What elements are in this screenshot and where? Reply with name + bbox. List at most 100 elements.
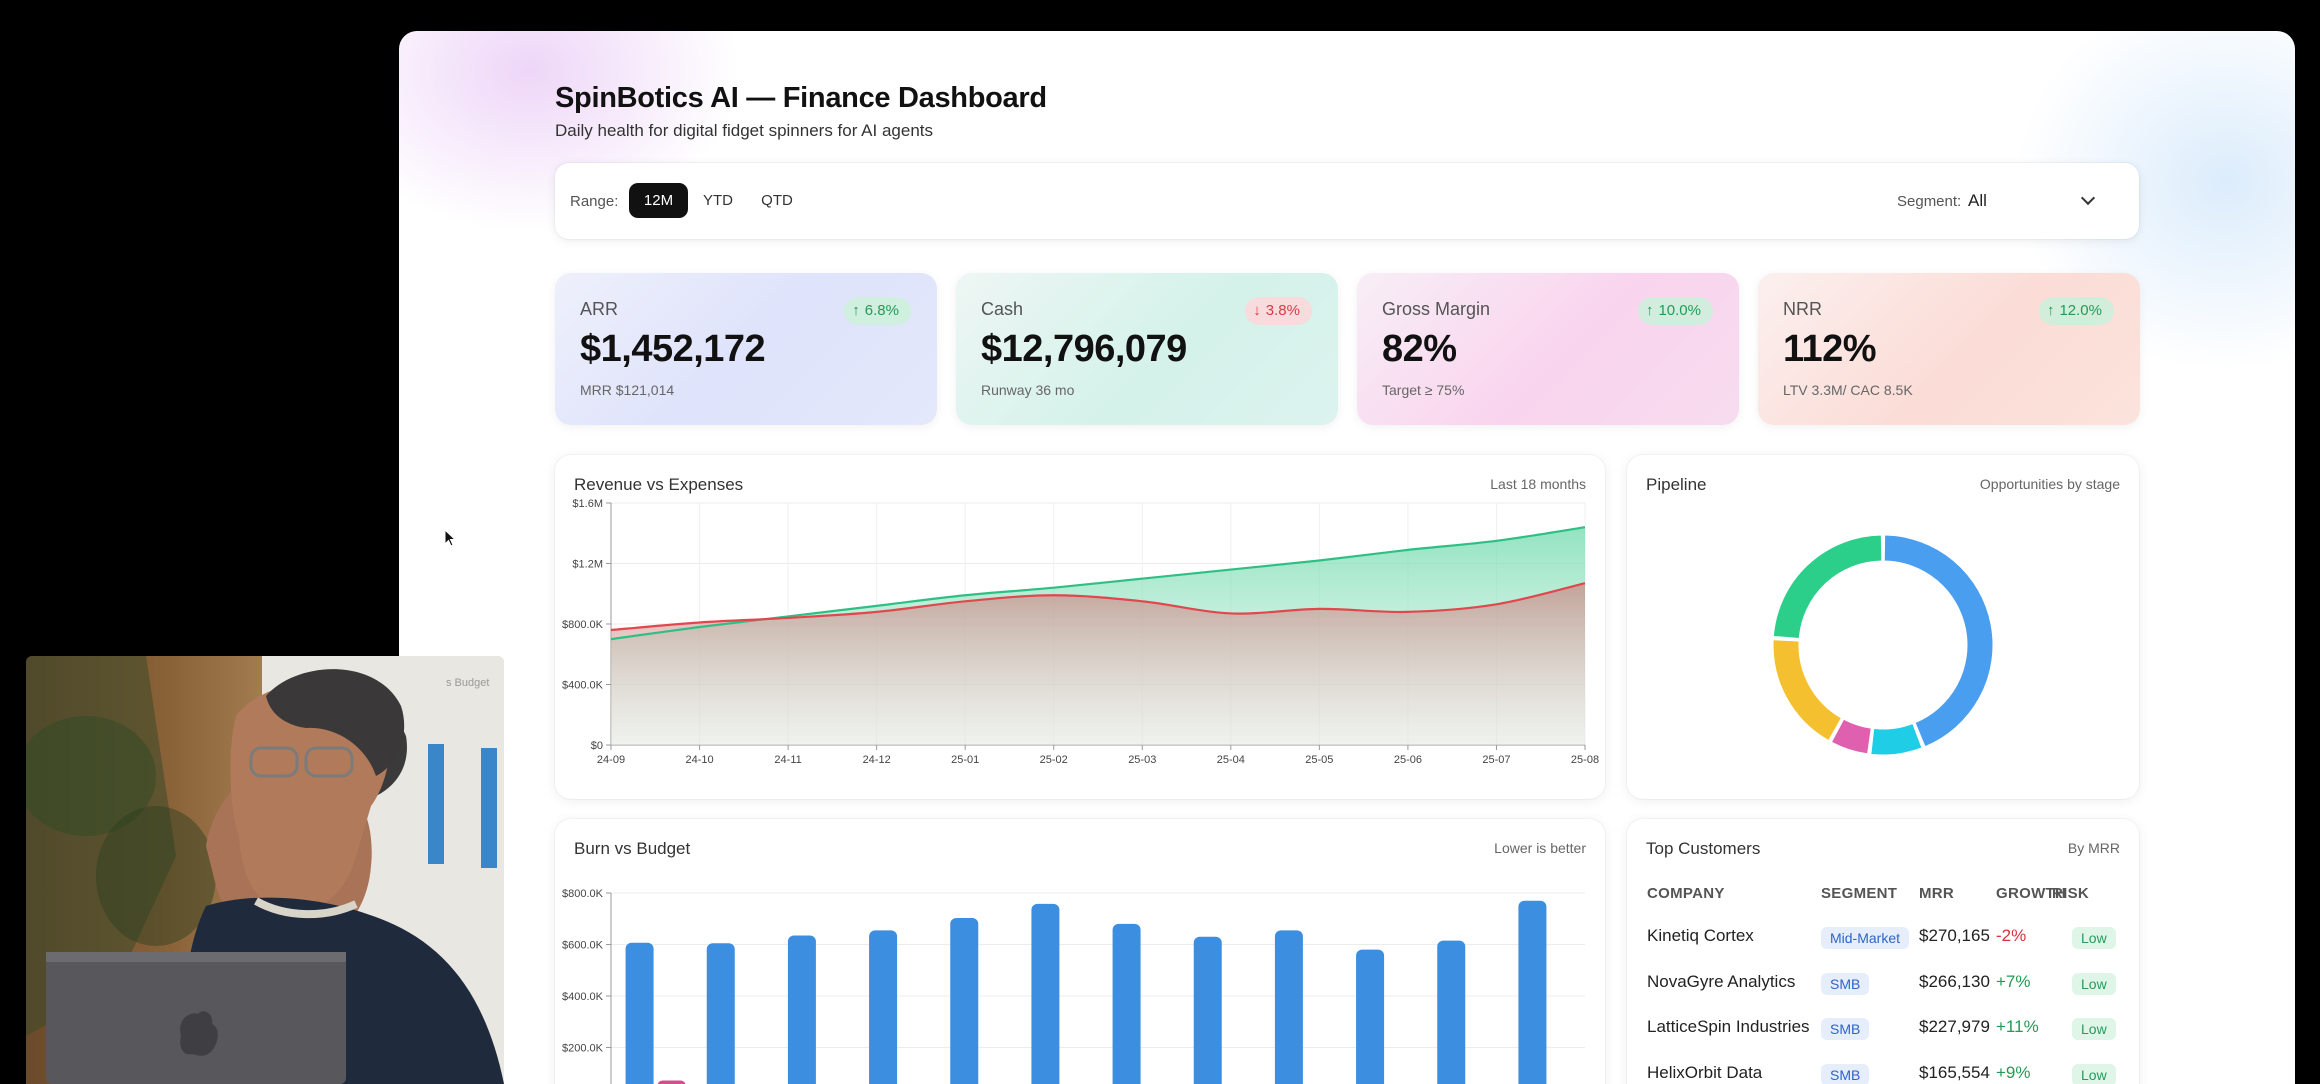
page-title: SpinBotics AI — Finance Dashboard [555, 82, 1047, 114]
kpi-subtext: Runway 36 mo [981, 382, 1075, 398]
burn-bar [1274, 930, 1303, 1084]
svg-text:s Budget: s Budget [446, 677, 489, 689]
burn-bar [625, 942, 654, 1084]
y-tick-label: $1.2M [572, 559, 603, 571]
risk-badge: Low [2072, 973, 2116, 995]
segment-select[interactable]: All [1955, 181, 2115, 221]
chevron-down-icon [2080, 190, 2096, 206]
kpi-change-badge: ↑ 10.0% [1637, 297, 1713, 325]
kpi-card-arr: ARR ↑ 6.8% $1,452,172 MRR $121,014 [555, 273, 937, 425]
arrow-down-icon: ↓ [1253, 302, 1261, 319]
y-tick-label: $800.0K [562, 888, 604, 900]
kpi-value: $12,796,079 [981, 328, 1187, 370]
column-header-company: COMPANY [1647, 885, 1725, 902]
x-tick-label: 24-12 [863, 754, 891, 766]
table-row[interactable]: NovaGyre Analytics SMB $266,130 +7% Low [1647, 967, 2116, 997]
range-12m-button[interactable]: 12M [629, 183, 688, 218]
y-tick-label: $400.0K [562, 991, 604, 1003]
column-header-segment: SEGMENT [1821, 885, 1898, 902]
burn-bar [1112, 923, 1141, 1084]
burn-bar [787, 935, 816, 1084]
kpi-value: 112% [1783, 328, 1877, 370]
company-name: LatticeSpin Industries [1647, 1017, 1810, 1036]
segment-badge: SMB [1821, 973, 1870, 995]
column-header-mrr: MRR [1919, 885, 1955, 902]
y-tick-label: $1.6M [572, 498, 603, 510]
x-tick-label: 25-06 [1394, 754, 1422, 766]
table-row[interactable]: LatticeSpin Industries SMB $227,979 +11%… [1647, 1012, 2116, 1042]
expenses-line [610, 582, 1586, 632]
column-header-risk: RISK [2052, 885, 2090, 902]
revenue-expenses-chart: $0 $400.0K $800.0K $1.2M $1.6M 24-09 24-10 24-1… [562, 498, 1599, 766]
kpi-card-cash: Cash ↓ 3.8% $12,796,079 Runway 36 mo [956, 273, 1338, 425]
range-qtd-button[interactable]: QTD [761, 192, 793, 209]
burn-bar [1437, 940, 1466, 1084]
column-header-growth: GROWTH [1996, 885, 2067, 902]
burn-bar [1031, 903, 1060, 1084]
company-name: HelixOrbit Data [1647, 1063, 1763, 1082]
card-title: Burn vs Budget [574, 839, 691, 858]
expenses-area [611, 583, 1585, 745]
arrow-up-icon: ↑ [852, 302, 860, 319]
kpi-change-badge: ↑ 6.8% [844, 297, 911, 325]
card-note: By MRR [2067, 840, 2120, 856]
kpi-change-badge: ↑ 12.0% [2038, 297, 2114, 325]
y-tick-label: $600.0K [562, 940, 604, 952]
pipeline-slice [1772, 639, 1843, 742]
x-tick-label: 24-11 [774, 754, 801, 766]
card-title: Top Customers [1646, 839, 1761, 858]
growth-value: +7% [1996, 972, 2031, 991]
kpi-value: $1,452,172 [580, 328, 766, 370]
burn-budget-card: Burn vs Budget Lower is better $0$200.0K… [555, 819, 1605, 1084]
mrr-value: $270,165 [1919, 926, 1990, 945]
kpi-label: Gross Margin [1382, 299, 1491, 319]
kpi-subtext: Target ≥ 75% [1382, 382, 1465, 398]
kpi-label: ARR [580, 299, 619, 319]
pipeline-donut-chart [1772, 534, 1994, 756]
kpi-subtext: MRR $121,014 [580, 382, 675, 398]
kpi-card-nrr: NRR ↑ 12.0% 112% LTV 3.3M/ CAC 8.5K [1758, 273, 2140, 425]
card-title: Revenue vs Expenses [574, 475, 744, 494]
mrr-value: $266,130 [1919, 972, 1990, 991]
pipeline-slice [1830, 718, 1872, 755]
x-tick-label: 25-07 [1482, 754, 1510, 766]
burn-budget-chart: $0$200.0K$400.0K$600.0K$800.0K24-0924-10… [562, 888, 1585, 1084]
segment-label: Segment: [1897, 193, 1962, 210]
x-tick-label: 25-02 [1040, 754, 1068, 766]
table-row[interactable]: HelixOrbit Data SMB $165,554 +9% Low [1647, 1058, 2116, 1084]
kpi-value: 82% [1382, 328, 1457, 370]
table-row[interactable]: Kinetiq Cortex Mid-Market $270,165 -2% L… [1647, 921, 2116, 951]
filter-bar: Range: 12M YTD QTD Segment: All [555, 163, 2139, 239]
growth-value: -2% [1996, 926, 2027, 945]
range-ytd-button[interactable]: YTD [703, 192, 733, 209]
arrow-up-icon: ↑ [2046, 302, 2055, 319]
top-customers-card: Top Customers By MRR COMPANY SEGMENT MRR… [1627, 819, 2139, 1084]
kpi-subtext: LTV 3.3M/ CAC 8.5K [1783, 382, 1913, 398]
presenter-image: s Budget [26, 656, 504, 1084]
growth-value: +9% [1996, 1063, 2031, 1082]
kpi-card-gross-margin: Gross Margin ↑ 10.0% 82% Target ≥ 75% [1357, 273, 1739, 425]
x-tick-label: 24-09 [597, 754, 625, 766]
pipeline-slice [1772, 534, 1883, 640]
webcam-video-overlay: s Budget [26, 656, 504, 1084]
y-tick-label: $200.0K [562, 1043, 604, 1055]
segment-value: All [1968, 191, 1987, 210]
budget-bar [657, 1080, 686, 1084]
burn-bar [1356, 949, 1385, 1084]
kpi-label: NRR [1783, 299, 1822, 319]
y-tick-label: $400.0K [562, 680, 604, 692]
risk-badge: Low [2072, 927, 2116, 949]
segment-badge: Mid-Market [1821, 927, 1910, 949]
risk-badge: Low [2072, 1018, 2116, 1040]
x-tick-label: 25-03 [1128, 754, 1156, 766]
pipeline-slice [1883, 534, 1994, 748]
page-subtitle: Daily health for digital fidget spinners… [555, 121, 933, 140]
card-note: Lower is better [1494, 840, 1586, 856]
range-label: Range: [570, 193, 619, 210]
card-note: Last 18 months [1490, 476, 1586, 492]
mouse-cursor-icon [444, 529, 457, 547]
y-tick-label: $0 [591, 740, 603, 752]
growth-value: +11% [1996, 1017, 2039, 1036]
x-tick-label: 25-05 [1305, 754, 1333, 766]
y-tick-label: $800.0K [562, 619, 604, 631]
